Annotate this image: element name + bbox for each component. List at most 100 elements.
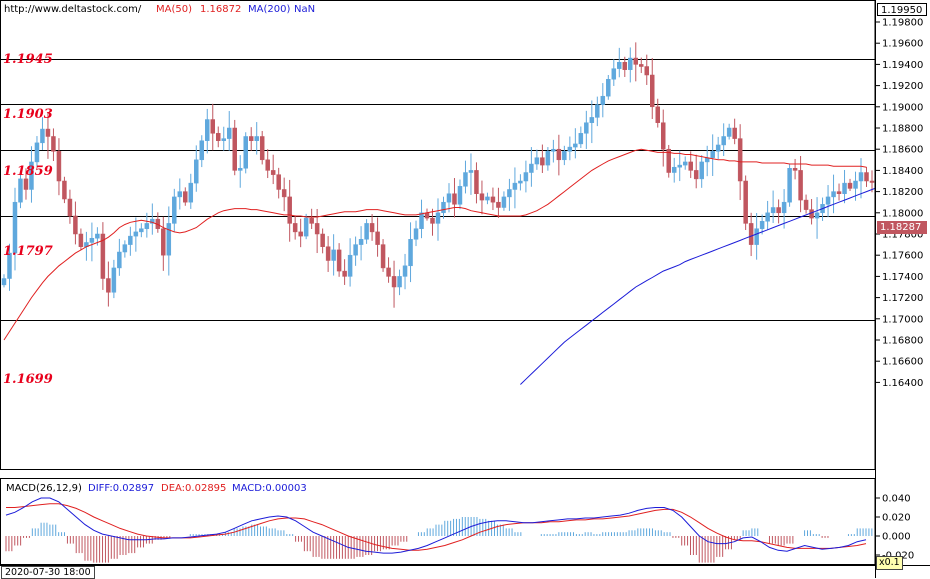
candle-body: [144, 223, 150, 229]
candle-body: [501, 196, 507, 208]
candle-body: [205, 119, 210, 141]
candle-body: [633, 57, 639, 65]
price-tick-label: 1.17000: [882, 314, 923, 325]
candle-body: [183, 191, 188, 203]
candle-body: [847, 182, 853, 189]
price-tick-label: 1.18800: [882, 124, 923, 135]
candle-body: [56, 151, 62, 182]
price-tick-label: 1.18400: [882, 166, 923, 177]
top-price-box: 1.19950: [877, 3, 927, 16]
candle-body: [853, 180, 858, 189]
candle-body: [699, 161, 704, 180]
candle-body: [199, 140, 205, 161]
candle-body: [7, 252, 12, 279]
candle-body: [95, 233, 100, 239]
candle-body: [666, 148, 671, 173]
candle-body: [584, 122, 589, 134]
candle-body: [419, 212, 424, 229]
candle-body: [677, 164, 682, 168]
candle-body: [166, 223, 172, 256]
candle-body: [540, 157, 545, 166]
candle-body: [617, 62, 622, 69]
candle-body: [303, 217, 309, 237]
macd-tick-label: 0.000: [882, 532, 911, 543]
price-tick-label: 1.16600: [882, 357, 923, 368]
macd-title: MACD(26,12,9): [6, 483, 82, 494]
candle-body: [864, 172, 869, 182]
level-label: 1.1859: [3, 164, 53, 179]
candle-body: [485, 196, 490, 201]
candle-body: [320, 233, 325, 247]
candle-body: [309, 217, 314, 224]
candle-body: [331, 249, 336, 261]
site-url: http://www.deltastock.com/: [4, 4, 142, 15]
price-tick-label: 1.19000: [882, 102, 923, 113]
candle-body: [380, 244, 386, 269]
level-label: 1.1945: [3, 52, 53, 67]
candle-body: [139, 228, 144, 233]
ma50-label: MA(50): [156, 4, 192, 15]
candle-body: [243, 136, 248, 169]
candle-body: [210, 119, 216, 134]
candle-body: [595, 104, 600, 118]
candle-body: [671, 166, 677, 173]
candle-body: [660, 122, 666, 150]
candle-body: [281, 189, 287, 198]
candle-body: [523, 172, 529, 182]
ma200-label: MA(200): [248, 4, 291, 15]
candle-body: [693, 170, 699, 180]
candle-body: [573, 143, 578, 148]
candle-body: [562, 151, 567, 161]
candle-body: [100, 233, 106, 279]
candle-body: [825, 196, 831, 205]
candle-body: [248, 136, 254, 141]
candle-body: [413, 228, 419, 240]
candle-body: [40, 128, 45, 144]
candle-body: [518, 180, 523, 184]
price-tick-label: 1.17400: [882, 272, 923, 283]
candle-body: [787, 168, 792, 203]
candle-body: [287, 196, 292, 224]
candle-body: [402, 265, 408, 277]
price-tick-label: 1.16400: [882, 378, 923, 389]
candle-body: [265, 159, 270, 171]
candle-body: [814, 212, 820, 219]
macd-diff-value: DIFF:0.02897: [88, 483, 155, 494]
candle-body: [644, 66, 650, 76]
level-label: 1.1903: [3, 107, 53, 122]
candle-body: [792, 168, 798, 171]
candle-body: [150, 218, 155, 224]
ma200-line: [520, 187, 875, 385]
candle-body: [67, 198, 73, 217]
price-tick-label: 1.16800: [882, 336, 923, 347]
candle-body: [51, 136, 56, 152]
candle-body: [589, 117, 595, 123]
candle-body: [397, 276, 402, 288]
candle-body: [776, 207, 781, 214]
candle-body: [177, 191, 183, 198]
candle-body: [578, 133, 584, 145]
level-label: 1.1797: [3, 244, 53, 259]
ma50-value: 1.16872: [200, 4, 242, 15]
candle-body: [364, 223, 369, 240]
candle-body: [688, 161, 693, 171]
candle-body: [336, 249, 342, 272]
candle-body: [133, 231, 139, 237]
candle-body: [726, 127, 732, 137]
candle-body: [842, 182, 847, 194]
candle-body: [650, 74, 655, 108]
candle-body: [441, 201, 446, 214]
candle-body: [721, 136, 726, 146]
price-tick-label: 1.17600: [882, 251, 923, 262]
candle-body: [529, 163, 534, 173]
level-label: 1.1699: [3, 372, 53, 387]
candle-body: [606, 78, 611, 97]
zoom-button[interactable]: x0.1: [876, 556, 903, 570]
price-tick-label: 1.19600: [882, 39, 923, 50]
candle-body: [545, 151, 551, 166]
candle-body: [831, 191, 836, 198]
candle-body: [479, 193, 485, 201]
candle-body: [507, 189, 512, 198]
candle-body: [347, 254, 353, 277]
candle-body: [534, 157, 540, 165]
